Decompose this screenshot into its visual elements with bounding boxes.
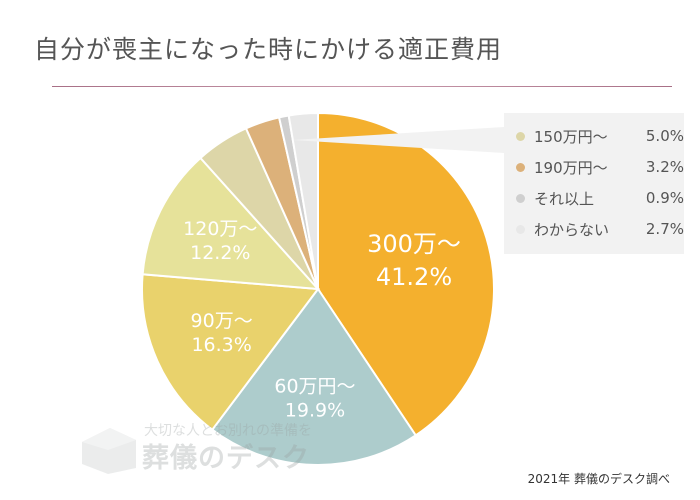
legend-label: それ以上	[534, 189, 595, 208]
pie-slice	[141, 273, 320, 432]
slice-label: 120万〜	[183, 218, 257, 240]
slice-label: 60万円〜	[274, 376, 355, 398]
source-note: 2021年 葬儀のデスク調べ	[527, 472, 670, 486]
pie-slice	[141, 156, 321, 291]
legend-value: 5.0%	[645, 127, 684, 145]
legend-item: それ以上 0.9%	[516, 187, 684, 209]
legend: 150万円〜 5.0% 190万円〜 3.2% それ以上 0.9% わからない …	[504, 113, 684, 254]
title-underline	[52, 86, 672, 87]
pie-slice	[210, 287, 418, 466]
legend-swatch	[516, 224, 525, 234]
watermark-tagline: 大切な人とお別れの準備を	[144, 423, 312, 439]
slice-value-label: 16.3%	[191, 334, 251, 356]
legend-swatch	[516, 162, 525, 172]
legend-label: 150万円〜	[534, 127, 608, 146]
legend-swatch	[516, 193, 525, 203]
slice-value-label: 41.2%	[376, 263, 452, 291]
legend-swatch	[516, 131, 525, 141]
legend-value: 3.2%	[645, 158, 684, 176]
legend-value: 2.7%	[645, 220, 684, 238]
pie-slice	[287, 111, 319, 290]
slice-label: 90万〜	[191, 310, 253, 332]
legend-label: 190万円〜	[534, 158, 608, 177]
legend-callout-pointer	[292, 127, 504, 153]
slice-value-label: 19.9%	[285, 400, 345, 422]
legend-item: 150万円〜 5.0%	[516, 125, 684, 147]
chart-title: 自分が喪主になった時にかける適正費用	[34, 35, 503, 64]
legend-item: わからない 2.7%	[516, 218, 684, 240]
watermark-brand: 葬儀のデスク	[142, 443, 310, 474]
slice-label: 300万〜	[367, 230, 461, 258]
legend-value: 0.9%	[645, 189, 684, 207]
legend-item: 190万円〜 3.2%	[516, 156, 684, 178]
slice-value-label: 12.2%	[190, 242, 250, 264]
watermark-logo-icon	[82, 428, 136, 474]
legend-label: わからない	[534, 220, 610, 239]
